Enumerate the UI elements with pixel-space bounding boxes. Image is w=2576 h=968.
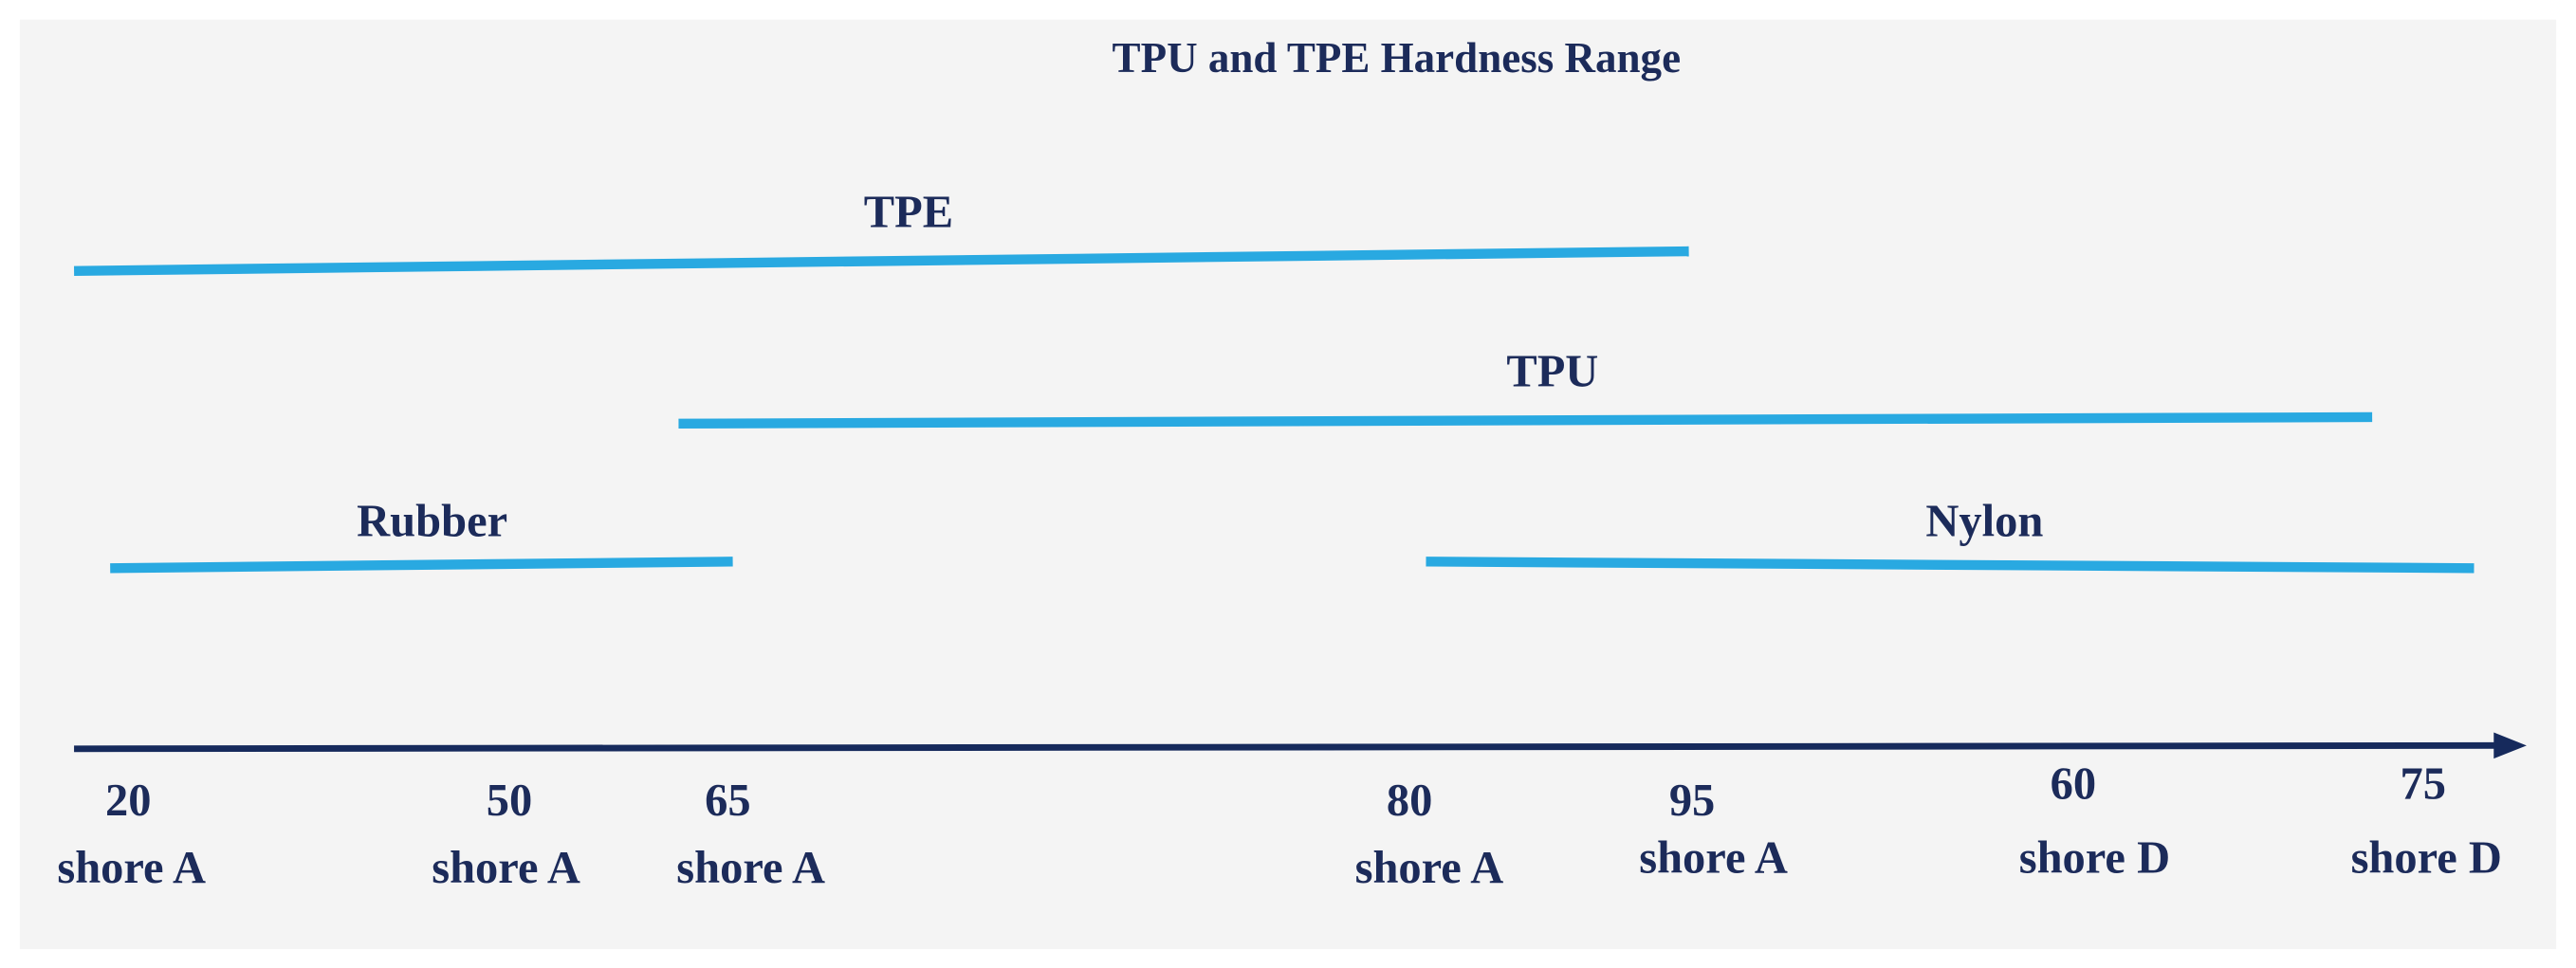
tick-unit: shore A [1639, 832, 1788, 883]
tick-value: 80 [1387, 776, 1432, 826]
tick-value: 50 [487, 776, 532, 826]
diagram-title: TPU and TPE Hardness Range [1113, 34, 1682, 82]
range-line [110, 557, 733, 574]
range-label: Nylon [1925, 496, 2043, 546]
tick-unit: shore A [1355, 843, 1504, 893]
range-label: Rubber [357, 496, 507, 546]
range-label: TPU [1506, 347, 1598, 397]
tick-value: 95 [1669, 776, 1715, 826]
tick-unit: shore A [676, 843, 825, 893]
tick-value: 65 [705, 776, 750, 826]
range-line [678, 411, 2373, 429]
tick-unit: shore D [2351, 832, 2502, 883]
range-line [74, 246, 1689, 276]
range-line [1426, 557, 2475, 574]
axis-ticks: 20 shore A 50 shore A 65 shore A 80 shore A 95 sh… [57, 758, 2502, 892]
range-label: TPE [864, 188, 953, 238]
background [19, 19, 2557, 950]
tick-unit: shore A [432, 843, 580, 893]
tick-value: 20 [105, 776, 151, 826]
tick-value: 75 [2401, 758, 2446, 809]
tick-unit: shore A [57, 843, 206, 893]
tick-unit: shore D [2019, 832, 2170, 883]
axis-line [74, 741, 2501, 753]
tick-value: 60 [2051, 758, 2096, 809]
axis-arrow [2493, 732, 2527, 759]
